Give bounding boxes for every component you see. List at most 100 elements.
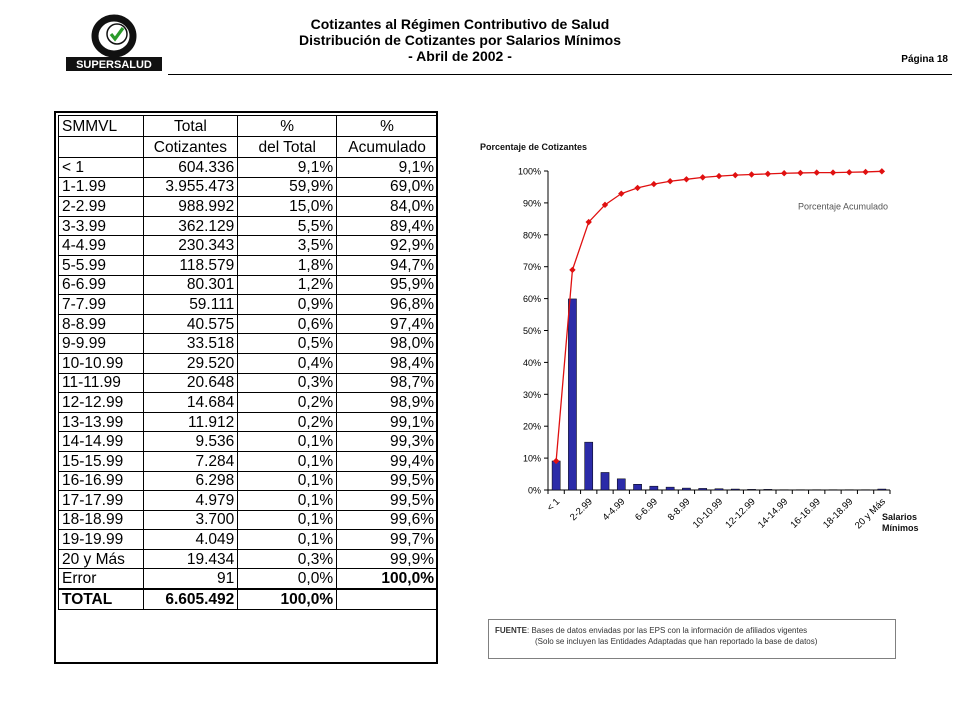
table-row: 16-16.99 6.298 0,1% 99,5%: [58, 470, 438, 492]
table-cell: 0,1%: [237, 470, 338, 492]
source-line-2: (Solo se incluyen las Entidades Adaptada…: [535, 637, 818, 646]
table-cell: 84,0%: [336, 196, 438, 217]
table-cell: 99,5%: [336, 490, 438, 511]
bar: [649, 485, 659, 491]
table-cell: 80.301: [142, 274, 239, 296]
table-row: 5-5.99 118.579 1,8% 94,7%: [58, 254, 438, 276]
table-row: 4-4.99 230.343 3,5% 92,9%: [58, 235, 438, 256]
y-tick-label: 70%: [523, 262, 541, 272]
x-tick-label: 4-4.99: [601, 496, 628, 523]
table-cell: 3.700: [142, 509, 239, 531]
table-cell: 99,1%: [336, 411, 438, 433]
table-cell: 98,9%: [336, 392, 438, 413]
y-tick-label: 0%: [528, 486, 541, 496]
report-title: Cotizantes al Régimen Contributivo de Sa…: [230, 16, 690, 64]
table-cell: 0,9%: [237, 294, 338, 315]
table-cell: 11-11.99: [58, 372, 144, 394]
table-cell: 988.992: [142, 196, 239, 217]
table-cell: 98,7%: [336, 372, 438, 394]
table-row: Error 91 0,0% 100,0%: [58, 568, 438, 590]
cumulative-point: [650, 180, 658, 188]
y-tick-label: 80%: [523, 230, 541, 240]
table-cell: 230.343: [142, 235, 239, 256]
cumulative-point: [683, 176, 690, 183]
table-cell: 99,5%: [336, 470, 438, 492]
table-cell: Cotizantes: [142, 136, 239, 158]
cumulative-point: [601, 201, 609, 209]
chart-title: Porcentaje de Cotizantes: [480, 142, 587, 152]
table-row: 10-10.99 29.520 0,4% 98,4%: [58, 352, 438, 374]
table-cell: 4-4.99: [58, 235, 144, 256]
table-cell: 6.298: [142, 470, 239, 492]
table-cell: 100,0%: [336, 568, 438, 590]
table-row: < 1 604.336 9,1% 9,1%: [58, 157, 438, 178]
table-cell: 59,9%: [237, 176, 338, 198]
x-tick-label: 2-2.99: [568, 496, 595, 523]
table-cell: del Total: [237, 136, 338, 158]
table-row: 20 y Más 19.434 0,3% 99,9%: [58, 548, 438, 570]
table-cell: TOTAL: [58, 588, 144, 610]
table-row: 14-14.99 9.536 0,1% 99,3%: [58, 431, 438, 452]
table-cell: 98,0%: [336, 333, 438, 354]
cotizantes-table: SMMVL Total%% Cotizantes del Total Acumulado…: [58, 115, 438, 610]
x-tick-label: 8-8.99: [666, 496, 693, 523]
table-cell: 4.979: [142, 490, 239, 511]
table-cell: [58, 136, 144, 158]
table-cell: 18-18.99: [58, 509, 144, 531]
source-label: FUENTE: [495, 626, 527, 635]
table-cell: 362.129: [142, 215, 239, 237]
table-cell: 99,4%: [336, 450, 438, 472]
table-cell: Acumulado: [336, 136, 438, 158]
y-tick-label: 100%: [518, 167, 541, 177]
bar: [600, 472, 610, 491]
bar: [796, 489, 805, 491]
table-row: 6-6.99 80.301 1,2% 95,9%: [58, 274, 438, 296]
table-cell: 33.518: [142, 333, 239, 354]
table-cell: 12-12.99: [58, 392, 144, 413]
cumulative-point: [780, 170, 788, 177]
table-row: 7-7.99 59.111 0,9% 96,8%: [58, 294, 438, 315]
table-cell: 8-8.99: [58, 313, 144, 335]
table-cell: 3,5%: [237, 235, 338, 256]
bar: [779, 489, 789, 491]
bar: [633, 484, 642, 491]
y-tick-label: 20%: [523, 422, 541, 432]
table-cell: 1-1.99: [58, 176, 144, 198]
cumulative-point: [813, 169, 820, 176]
table-cell: < 1: [58, 157, 144, 178]
table-cell: 59.111: [142, 294, 239, 315]
table-cell: 17-17.99: [58, 490, 144, 511]
cumulative-point: [829, 169, 837, 176]
table-cell: 7-7.99: [58, 294, 144, 315]
table-cell: 89,4%: [336, 215, 438, 237]
bar: [730, 488, 740, 491]
table-cell: 4.049: [142, 529, 239, 550]
table-cell: 19.434: [142, 548, 239, 570]
table-cell: 20 y Más: [58, 548, 144, 570]
table-cell: 97,4%: [336, 313, 438, 335]
table-cell: 3.955.473: [142, 176, 239, 198]
table-cell: 0,2%: [237, 392, 338, 413]
table-row: 15-15.99 7.284 0,1% 99,4%: [58, 450, 438, 472]
logo-text: SUPERSALUD: [76, 59, 152, 71]
table-cell: 29.520: [142, 352, 239, 374]
table-cell: 0,2%: [237, 411, 338, 433]
cumulative-point: [846, 169, 853, 176]
table-row: 8-8.99 40.575 0,6% 97,4%: [58, 313, 438, 335]
x-axis-label: Salarios Mínimos: [882, 512, 919, 533]
cumulative-point: [715, 172, 723, 180]
y-tick-label: 30%: [523, 390, 541, 400]
table-cell: 9,1%: [237, 157, 338, 178]
table-row: 12-12.99 14.684 0,2% 98,9%: [58, 392, 438, 413]
table-cell: 6.605.492: [142, 588, 239, 610]
table-cell: 40.575: [142, 313, 239, 335]
table-cell: 92,9%: [336, 235, 438, 256]
table-row: 13-13.99 11.912 0,2% 99,1%: [58, 411, 438, 433]
table-cell: 6-6.99: [58, 274, 144, 296]
title-line-2: Distribución de Cotizantes por Salarios …: [298, 32, 622, 48]
cumulative-point: [862, 168, 869, 176]
table-cell: 2-2.99: [58, 196, 144, 217]
cumulative-line: [555, 170, 882, 462]
table-cell: 0,1%: [237, 529, 338, 550]
table-cell: 0,1%: [237, 509, 338, 531]
